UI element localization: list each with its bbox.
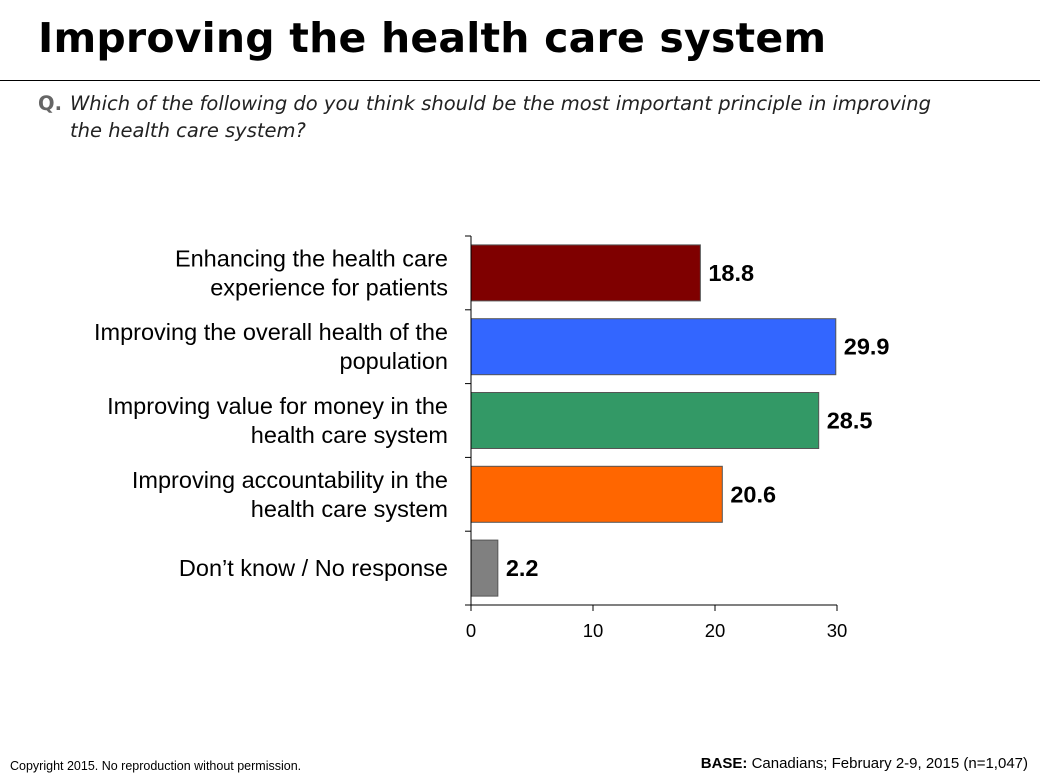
x-tick-label-0: 0: [466, 620, 476, 641]
category-label-line: Improving accountability in the: [132, 467, 448, 493]
bar-0: [470, 244, 701, 302]
value-label-0: 18.8: [708, 260, 754, 286]
category-label-line: experience for patients: [210, 274, 448, 300]
base-note: BASE: Canadians; February 2-9, 2015 (n=1…: [701, 755, 1028, 772]
x-tick-label-2: 20: [705, 620, 726, 641]
category-label-line: health care system: [251, 422, 448, 448]
category-label-line: Enhancing the health care: [175, 245, 448, 271]
bar-2: [470, 392, 820, 449]
x-tick-label-1: 10: [583, 620, 604, 641]
x-tick-label-3: 30: [827, 620, 848, 641]
category-label-3: Improving accountability in the health ca…: [132, 467, 448, 522]
question-prefix: Q.: [38, 92, 62, 115]
category-label-2: Improving value for money in the health c…: [107, 393, 448, 448]
value-label-1: 29.9: [844, 334, 890, 360]
bar-1: [470, 318, 837, 376]
category-label-line: Don’t know / No response: [179, 555, 448, 581]
category-label-line: Improving value for money in the: [107, 393, 448, 419]
category-label-line: health care system: [251, 496, 448, 522]
survey-question: Q. Which of the following do you think sh…: [38, 90, 998, 144]
base-text: Canadians; February 2-9, 2015 (n=1,047): [747, 755, 1028, 772]
bar-3: [470, 465, 723, 523]
base-label: BASE:: [700, 755, 748, 772]
bar-4: [470, 539, 499, 597]
value-label-3: 20.6: [730, 481, 776, 507]
category-label-0: Enhancing the health care experience for …: [175, 245, 448, 300]
copyright-notice: Copyright 2015. No reproduction without …: [10, 759, 302, 773]
title-divider: [0, 80, 1040, 81]
value-label-4: 2.2: [506, 555, 539, 581]
category-label-line: population: [340, 348, 448, 374]
value-label-2: 28.5: [827, 408, 873, 434]
slide-title: Improving the health care system: [38, 14, 827, 62]
category-label-4: Don’t know / No response: [179, 555, 448, 581]
category-label-1: Improving the overall health of the popul…: [94, 319, 448, 374]
category-label-line: Improving the overall health of the: [94, 319, 448, 345]
question-text: Which of the following do you think shou…: [70, 92, 931, 142]
